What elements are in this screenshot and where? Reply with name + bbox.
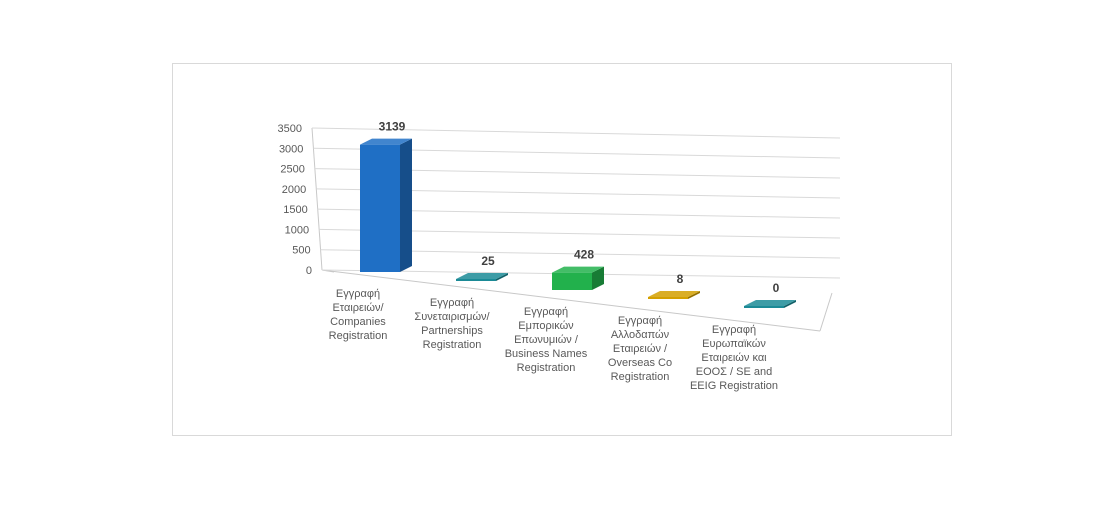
data-label: 428 [574, 248, 594, 262]
bar-front [456, 279, 496, 281]
bar-top [360, 138, 412, 145]
bar-front [648, 297, 688, 299]
bar-side [400, 138, 412, 272]
bar-side [592, 266, 604, 290]
category-label: Εγγραφή Εμπορικών Επωνυμιών / Business Name… [505, 306, 588, 374]
category-label: Εγγραφή Ευρωπαϊκών Εταιρειών και ΕΟΟΣ / SE … [690, 324, 778, 392]
bar-top [744, 300, 796, 306]
bar-side [496, 273, 508, 281]
bar-top [552, 266, 604, 273]
data-label: 3139 [379, 120, 406, 134]
y-tick-label: 2500 [280, 164, 304, 176]
y-tick-label: 3500 [278, 123, 302, 135]
chart-frame [172, 63, 952, 436]
y-tick-label: 500 [292, 245, 310, 257]
y-tick-label: 3000 [279, 143, 303, 155]
bar [744, 300, 796, 308]
category-labels: Εγγραφή Εταιρειών/Companies Registration Εγ… [329, 288, 778, 392]
floor-right-edge [819, 292, 833, 332]
category-label: Εγγραφή Συνεταιρισμών/Partnerships Registr… [414, 297, 490, 351]
bar [648, 291, 700, 299]
bar [456, 273, 508, 281]
bar-top [456, 273, 508, 279]
data-label: 25 [481, 254, 495, 268]
bar-top [648, 291, 700, 297]
gridline [311, 127, 841, 139]
category-label: Εγγραφή Εταιρειών/Companies Registration [329, 288, 388, 342]
bar-side [784, 300, 796, 308]
y-tick-label: 1000 [285, 224, 309, 236]
bar [360, 138, 412, 272]
bars [360, 138, 796, 308]
chart-walls [311, 127, 833, 332]
y-tick-label: 1500 [283, 204, 307, 216]
data-label: 0 [773, 281, 780, 295]
bar-front [360, 144, 400, 272]
bar-front [552, 272, 592, 290]
data-label: 8 [677, 272, 684, 286]
category-label: Εγγραφή Αλλοδαπών Εταιρειών / Overseas Co Re… [608, 315, 672, 383]
bar-side [688, 291, 700, 299]
data-labels: 3139 25 428 8 0 [379, 120, 780, 295]
floor-front-edge [321, 269, 821, 332]
left-wall-edge [311, 127, 323, 271]
bar [552, 266, 604, 290]
y-tick-label: 2000 [282, 184, 306, 196]
y-axis-ticks: 0 500 1000 1500 2000 2500 3000 3500 [278, 123, 312, 277]
y-tick-label: 0 [306, 265, 312, 277]
bar-front [744, 306, 784, 308]
